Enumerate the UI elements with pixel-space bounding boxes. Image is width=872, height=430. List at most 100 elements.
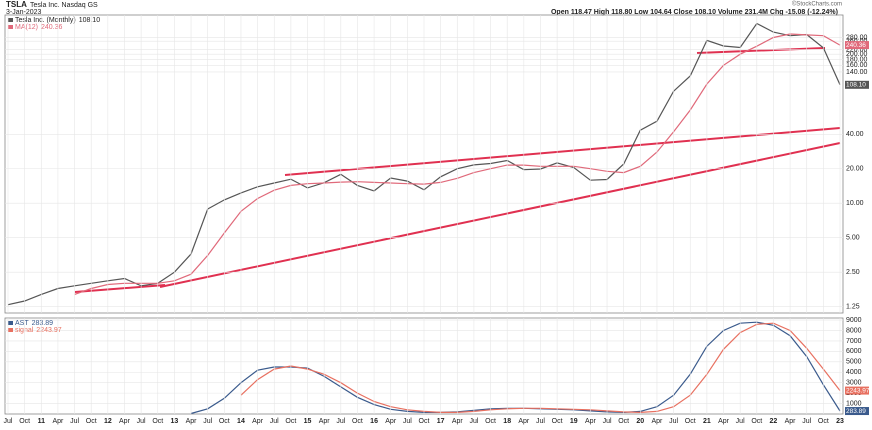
x-tick-label: Jul <box>336 418 345 425</box>
legend-value: 283.89 <box>32 320 54 327</box>
x-tick-label: Jul <box>4 418 13 425</box>
y-tick-label: 40.00 <box>846 131 864 138</box>
x-tick-label: Jul <box>469 418 478 425</box>
legend-label: Tesla Inc. (Monthly) <box>15 17 76 24</box>
subtitle: Tesla Inc. Nasdaq GS <box>30 2 98 9</box>
quote: Open 118.47 High 118.80 Low 104.64 Close… <box>551 9 838 16</box>
x-tick-label: Oct <box>485 418 496 425</box>
value-box <box>845 41 869 50</box>
x-tick-label: 11 <box>38 418 46 425</box>
x-tick-label: Apr <box>785 418 797 425</box>
symbol: TSLA <box>6 0 27 9</box>
x-tick-label: Jul <box>802 418 811 425</box>
x-tick-label: Apr <box>585 418 597 425</box>
y-tick-label: 8000 <box>846 327 862 334</box>
y-tick-label: 280.00 <box>846 34 868 41</box>
y-tick-label: 6000 <box>846 348 862 355</box>
x-tick-label: Apr <box>718 418 730 425</box>
x-tick-label: Jul <box>736 418 745 425</box>
value-box-label: 283.89 <box>846 408 866 415</box>
y-tick-label: 10.00 <box>846 200 864 207</box>
legend-swatch <box>8 328 13 332</box>
legend-value: 108.10 <box>79 17 101 24</box>
y-tick-label: 200.00 <box>846 51 868 58</box>
x-tick-label: Oct <box>19 418 30 425</box>
value-box <box>845 407 869 416</box>
legend-swatch <box>8 25 13 29</box>
x-tick-label: Oct <box>685 418 696 425</box>
x-tick-label: 23 <box>836 418 844 425</box>
x-tick-label: Apr <box>652 418 664 425</box>
x-tick-label: Oct <box>219 418 230 425</box>
x-tick-label: Apr <box>385 418 397 425</box>
y-tick-label: 3000 <box>846 380 862 387</box>
x-tick-label: 20 <box>636 418 644 425</box>
x-tick-label: Jul <box>270 418 279 425</box>
trend-line <box>159 142 841 288</box>
legend-label: AST <box>15 320 29 327</box>
y-tick-label: 160.00 <box>846 62 868 69</box>
x-tick-label: Apr <box>119 418 131 425</box>
x-tick-label: Jul <box>203 418 212 425</box>
y-tick-label: 2.50 <box>846 269 860 276</box>
x-tick-label: Jul <box>137 418 146 425</box>
x-tick-label: Jul <box>403 418 412 425</box>
x-tick-label: Apr <box>186 418 198 425</box>
y-tick-label: 140.00 <box>846 69 868 76</box>
x-tick-label: 21 <box>703 418 711 425</box>
y-tick-label: 1000 <box>846 400 862 407</box>
x-tick-label: Oct <box>419 418 430 425</box>
series-line <box>190 321 841 415</box>
x-tick-label: 19 <box>570 418 578 425</box>
x-tick-label: Apr <box>452 418 464 425</box>
y-tick-label: 5000 <box>846 359 862 366</box>
x-tick-label: Jul <box>669 418 678 425</box>
x-tick-label: Apr <box>319 418 331 425</box>
value-box-label: 240.36 <box>846 42 866 49</box>
x-tick-label: Oct <box>618 418 629 425</box>
x-tick-label: 17 <box>437 418 445 425</box>
legend-value: 2243.97 <box>36 327 61 334</box>
x-tick-label: 22 <box>770 418 778 425</box>
legend-value: 240.36 <box>41 24 63 31</box>
x-tick-label: 16 <box>370 418 378 425</box>
x-tick-label: 14 <box>237 418 245 425</box>
y-tick-label: 1.25 <box>846 303 860 310</box>
x-tick-label: Apr <box>52 418 64 425</box>
x-tick-label: Jul <box>603 418 612 425</box>
credit: ©StockCharts.com <box>792 1 842 8</box>
y-tick-label: 180.00 <box>846 56 868 63</box>
value-box <box>845 386 869 395</box>
x-tick-label: 13 <box>171 418 179 425</box>
date: 3-Jan-2023 <box>6 9 42 16</box>
x-tick-label: Oct <box>352 418 363 425</box>
value-box <box>845 80 869 89</box>
x-tick-label: 18 <box>503 418 511 425</box>
x-tick-label: Jul <box>536 418 545 425</box>
x-tick-label: Apr <box>252 418 264 425</box>
x-tick-label: Oct <box>285 418 296 425</box>
legend-swatch <box>8 18 13 22</box>
x-tick-label: 15 <box>304 418 312 425</box>
value-box-label: 2243.97 <box>846 387 870 394</box>
legend-swatch <box>8 321 13 325</box>
legend-label: MA(12) <box>15 24 38 31</box>
trend-line <box>696 47 826 54</box>
x-tick-label: Oct <box>152 418 163 425</box>
x-tick-label: Jul <box>70 418 79 425</box>
x-tick-label: Oct <box>751 418 762 425</box>
x-tick-label: Apr <box>518 418 530 425</box>
y-tick-label: 4000 <box>846 369 862 376</box>
x-tick-label: Oct <box>552 418 563 425</box>
trend-line <box>74 284 166 293</box>
value-box-label: 108.10 <box>846 82 866 89</box>
x-tick-label: 12 <box>104 418 112 425</box>
y-tick-label: 7000 <box>846 338 862 345</box>
x-tick-label: Oct <box>86 418 97 425</box>
trend-line <box>284 127 841 176</box>
y-tick-label: 220.00 <box>846 46 868 53</box>
x-tick-label: Oct <box>818 418 829 425</box>
y-tick-label: 20.00 <box>846 166 864 173</box>
y-tick-label: 5.00 <box>846 235 860 242</box>
